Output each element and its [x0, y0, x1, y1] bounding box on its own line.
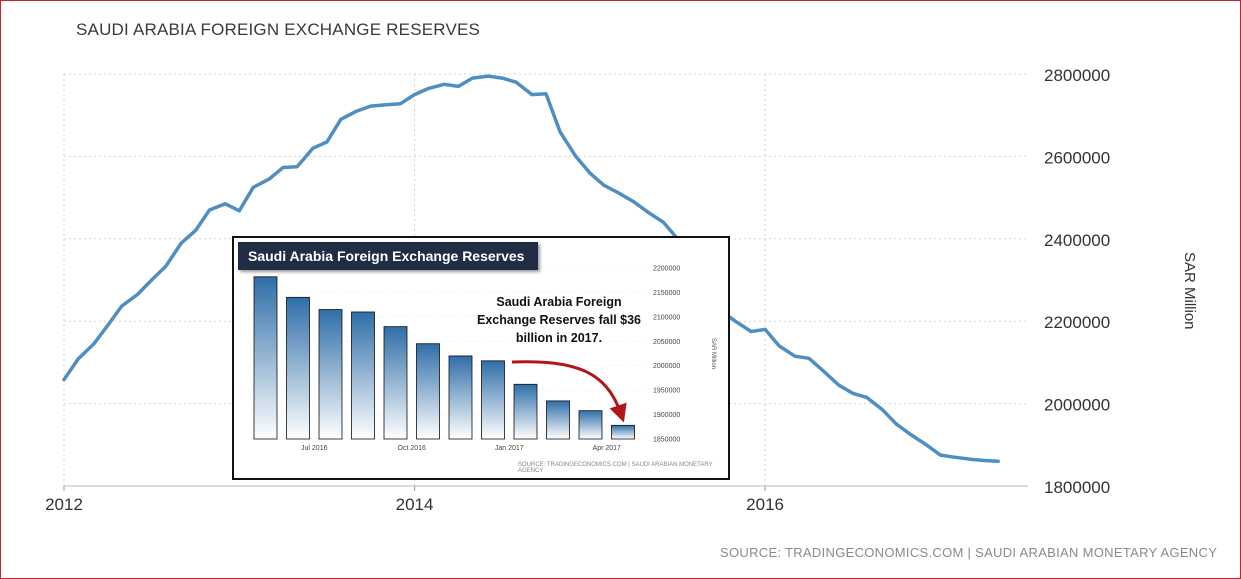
inset-y-tick-label: 1850000 — [653, 437, 680, 444]
inset-y-tick-label: 2200000 — [653, 266, 680, 273]
inset-bar — [416, 343, 440, 440]
inset-x-tick-label: Oct 2016 — [398, 445, 427, 452]
inset-bar — [383, 326, 408, 440]
inset-x-tick-label: Jan 2017 — [495, 445, 524, 452]
chart-title: SAUDI ARABIA FOREIGN EXCHANGE RESERVES — [76, 20, 481, 39]
inset-source-note: SOURCE: TRADINGECONOMICS.COM | SAUDI ARA… — [518, 462, 713, 474]
inset-bar — [286, 296, 310, 440]
inset-chart-panel: 1850000 1900000 1950000 2000000 2050000 21000… — [232, 236, 730, 480]
inset-unit-label: SAR Million — [710, 338, 716, 370]
y-tick-label: 2000000 — [1044, 396, 1110, 415]
inset-x-tick-label: Jul 2016 — [301, 445, 328, 452]
inset-bar — [513, 383, 538, 440]
inset-bar — [351, 311, 375, 440]
inset-y-tick-label: 2150000 — [653, 290, 680, 297]
y-tick-label: 2200000 — [1044, 313, 1110, 332]
inset-title: Saudi Arabia Foreign Exchange Reserves — [238, 242, 539, 270]
source-note: SOURCE: TRADINGECONOMICS.COM | SAUDI ARA… — [720, 545, 1218, 560]
y-axis-unit-label: SAR Million — [1181, 252, 1198, 330]
inset-y-tick-label: 1900000 — [653, 412, 680, 419]
inset-bar — [253, 276, 278, 440]
inset-y-tick-label: 2050000 — [653, 339, 680, 346]
inset-bar — [318, 309, 343, 440]
reserves-line — [62, 74, 1000, 464]
x-tick-label: 2014 — [396, 495, 434, 514]
inset-bar — [611, 424, 635, 440]
inset-bar — [546, 400, 570, 440]
inset-chart: 1850000 1900000 1950000 2000000 2050000 21000… — [248, 266, 680, 452]
inset-annotation: Saudi Arabia Foreign Exchange Reserves f… — [477, 295, 641, 345]
inset-x-tick-label: Apr 2017 — [593, 445, 622, 452]
inset-bar — [481, 360, 505, 440]
y-tick-label: 2600000 — [1044, 148, 1110, 167]
inset-y-tick-label: 2000000 — [653, 363, 680, 370]
inset-y-tick-label: 1950000 — [653, 388, 680, 395]
decline-arrow — [511, 360, 627, 423]
inset-bar — [578, 410, 603, 440]
y-tick-label: 2400000 — [1044, 231, 1110, 250]
y-tick-label: 2800000 — [1044, 66, 1110, 85]
x-tick-label: 2012 — [45, 495, 83, 514]
inset-bar — [448, 355, 473, 440]
x-tick-label: 2016 — [746, 495, 784, 514]
inset-y-tick-label: 2100000 — [653, 314, 680, 321]
y-tick-label: 1800000 — [1044, 478, 1110, 497]
